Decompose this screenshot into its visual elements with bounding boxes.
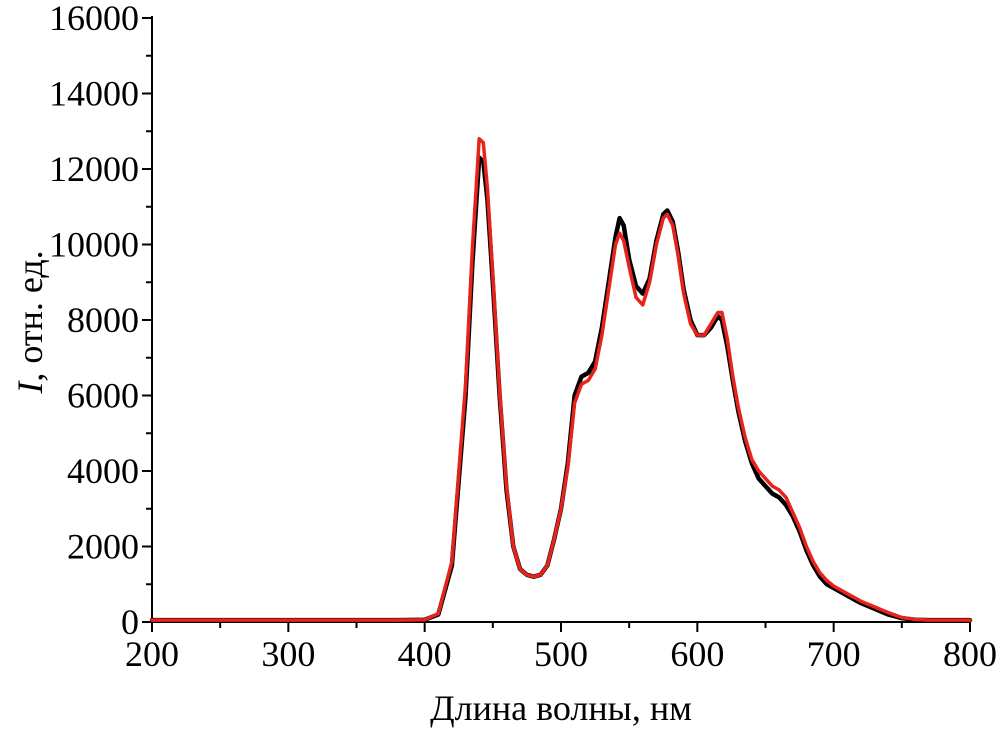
series-layer <box>149 137 973 623</box>
y-tick-label: 4000 <box>67 451 139 491</box>
x-ticks: 200 300 400 500 600 700 800 <box>125 622 997 674</box>
x-tick-label: 800 <box>943 634 997 674</box>
x-axis-label: Длина волны, нм <box>430 688 692 728</box>
y-tick-label: 6000 <box>67 376 139 416</box>
series-line-black <box>149 155 973 623</box>
y-tick-label: 12000 <box>49 149 139 189</box>
x-tick-label: 700 <box>807 634 861 674</box>
x-tick-label: 300 <box>261 634 315 674</box>
x-tick-label: 200 <box>125 634 179 674</box>
y-tick-label: 0 <box>121 602 139 642</box>
x-tick-label: 400 <box>398 634 452 674</box>
y-tick-label: 14000 <box>49 74 139 114</box>
y-tick-label: 10000 <box>49 225 139 265</box>
y-tick-label: 2000 <box>67 527 139 567</box>
y-axis-label-symbol: I <box>10 380 50 395</box>
x-tick-label: 600 <box>670 634 724 674</box>
y-tick-label: 16000 <box>49 0 139 38</box>
x-tick-label: 500 <box>534 634 588 674</box>
y-axis-label: I, отн. ед. <box>10 250 50 394</box>
series-line-red <box>150 137 972 622</box>
y-axis-label-unit: , отн. ед. <box>10 250 50 381</box>
y-ticks: 0 2000 4000 6000 8000 10000 12000 14000 16000 <box>49 0 152 642</box>
y-tick-label: 8000 <box>67 300 139 340</box>
